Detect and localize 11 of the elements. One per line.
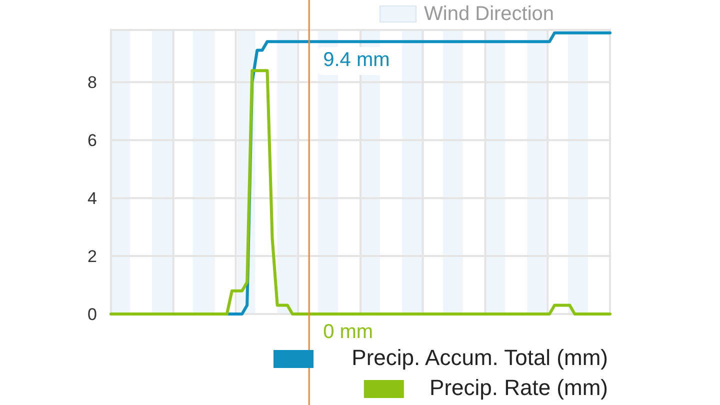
annotation: 9.4 mm [323,49,390,71]
y-tick-label: 6 [88,131,97,150]
legend-label: Precip. Accum. Total (mm) [352,345,608,370]
y-tick-label: 4 [88,189,97,208]
y-tick-label: 2 [88,246,97,266]
legend-label: Precip. Rate (mm) [430,375,608,400]
line-series [110,69,612,316]
y-tick-label: 0 [88,304,97,324]
text: 0 mm [323,321,374,343]
y-tick-label: 8 [88,73,97,92]
text: Wind Direction [424,3,554,25]
